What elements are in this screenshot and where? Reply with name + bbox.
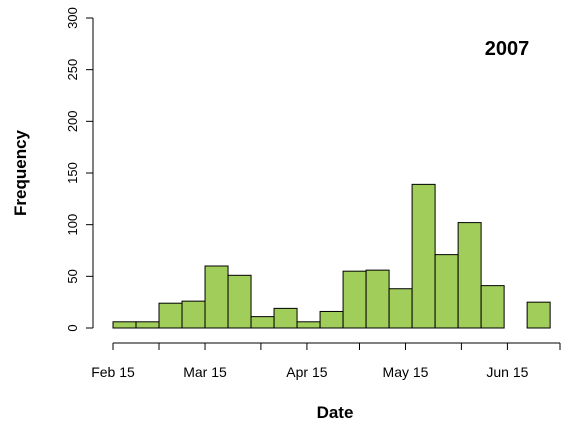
bar (158, 302, 183, 329)
bar (204, 265, 229, 329)
y-tick-label: 50 (65, 269, 80, 283)
bar (342, 270, 367, 329)
bar (411, 183, 436, 329)
bar (457, 222, 482, 329)
y-tick-label: 0 (65, 324, 80, 331)
x-tick-label: Apr 15 (286, 364, 327, 380)
bar (526, 301, 551, 329)
bar (480, 285, 505, 329)
y-axis-title: Frequency (11, 129, 30, 216)
y-tick-label: 250 (65, 59, 80, 81)
bar (296, 321, 321, 329)
bar (112, 321, 137, 329)
bar (365, 269, 390, 329)
bar (388, 288, 413, 329)
bar (227, 274, 252, 329)
x-tick-label: Jun 15 (486, 364, 528, 380)
bar (319, 310, 344, 329)
x-tick-label: Feb 15 (91, 364, 135, 380)
x-axis-title: Date (317, 403, 354, 422)
bar (250, 316, 275, 329)
bar (434, 254, 459, 329)
y-tick-label: 200 (65, 110, 80, 132)
y-tick-label: 300 (65, 7, 80, 29)
annotation: 2007 (485, 38, 530, 60)
x-tick-label: Mar 15 (183, 364, 227, 380)
y-tick-label: 150 (65, 162, 80, 184)
bar (273, 307, 298, 329)
x-tick-label: May 15 (383, 364, 429, 380)
bar (181, 300, 206, 329)
y-tick-label: 100 (65, 214, 80, 236)
bar (135, 321, 160, 329)
